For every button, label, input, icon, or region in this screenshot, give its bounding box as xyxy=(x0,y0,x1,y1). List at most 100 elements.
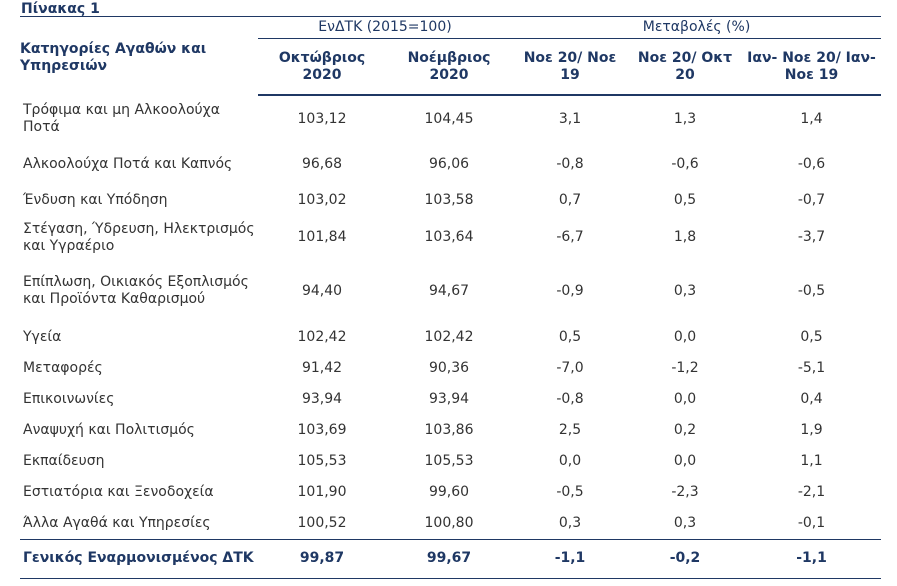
november-value: 90,36 xyxy=(428,360,470,376)
total-yoy-change: -1,1 xyxy=(512,538,628,579)
yoy-change: 2,5 xyxy=(558,422,582,438)
november-value: 99,60 xyxy=(428,484,470,500)
total-november-value: 99,67 xyxy=(386,538,512,579)
november-value: 100,80 xyxy=(424,514,474,531)
yoy-change: -0,8 xyxy=(556,155,584,172)
mom-change: -0,6 xyxy=(671,155,699,172)
mom-change: 0,0 xyxy=(673,453,697,469)
october-value: 93,94 xyxy=(301,391,343,407)
october-value: 102,42 xyxy=(297,329,347,345)
ytd-change: 0,5 xyxy=(800,329,823,345)
november-value: 93,94 xyxy=(428,391,470,407)
table-row: Τρόφιμα και μη Αλκοολούχα Ποτά 103,12 10… xyxy=(20,95,881,143)
yoy-change: -0,9 xyxy=(556,282,584,299)
october-value: 94,40 xyxy=(301,282,343,299)
category-cell: Άλλα Αγαθά και Υπηρεσίες xyxy=(23,514,211,531)
yoy-change: -7,0 xyxy=(556,360,584,376)
october-value: 96,68 xyxy=(301,155,343,172)
yoy-change: 0,0 xyxy=(558,453,582,469)
total-mom-change: -0,2 xyxy=(628,538,742,579)
column-header-november: Νοέμβριος 2020 xyxy=(386,38,512,96)
october-value: 101,90 xyxy=(297,484,347,500)
changes-group-header: Μεταβολές (%) xyxy=(512,16,882,39)
ytd-change: -3,7 xyxy=(797,229,826,245)
mom-change: 0,2 xyxy=(673,422,697,438)
total-row: Γενικός Εναρμονισμένος ΔΤΚ 99,87 99,67 -… xyxy=(20,538,882,579)
october-value: 105,53 xyxy=(297,453,347,469)
ytd-change: 0,4 xyxy=(800,391,823,407)
mom-change: 0,3 xyxy=(673,514,697,531)
yoy-change: 3,1 xyxy=(558,111,582,127)
table-row: Επικοινωνίες 93,94 93,94 -0,8 0,0 0,4 xyxy=(20,384,881,415)
table-row: Εκπαίδευση 105,53 105,53 0,0 0,0 1,1 xyxy=(20,446,881,477)
header-columns-row: Οκτώβριος 2020 Νοέμβριος 2020 Νοε 20/ Νο… xyxy=(20,38,882,96)
november-value: 105,53 xyxy=(424,453,474,469)
table-row: Υγεία 102,42 102,42 0,5 0,0 0,5 xyxy=(20,322,881,353)
category-column-header: Κατηγορίες Αγαθών και Υπηρεσιών xyxy=(20,16,258,95)
category-cell: Μεταφορές xyxy=(23,360,103,376)
november-value: 102,42 xyxy=(424,329,474,345)
mom-change: -1,2 xyxy=(671,360,699,376)
category-cell: Στέγαση, Ύδρευση, Ηλεκτρισμός και Υγραέρ… xyxy=(23,220,255,254)
index-group-header: ΕνΔΤΚ (2015=100) xyxy=(258,16,512,39)
header-group-row: Κατηγορίες Αγαθών και Υπηρεσιών ΕνΔΤΚ (2… xyxy=(20,16,882,95)
ytd-change: -0,5 xyxy=(797,282,826,299)
total-ytd-change: -1,1 xyxy=(742,538,882,579)
ytd-change: 1,9 xyxy=(800,422,823,438)
table-row: Αλκοολούχα Ποτά και Καπνός 96,68 96,06 -… xyxy=(20,143,881,185)
yoy-change: 0,3 xyxy=(558,514,582,531)
mom-change: 0,0 xyxy=(673,391,697,407)
category-cell: Επίπλωση, Οικιακός Εξοπλισμός και Προϊόν… xyxy=(23,274,249,307)
table-row: Στέγαση, Ύδρευση, Ηλεκτρισμός και Υγραέρ… xyxy=(20,215,881,260)
november-value: 96,06 xyxy=(428,155,470,172)
october-value: 103,02 xyxy=(297,191,347,208)
october-value: 91,42 xyxy=(301,360,343,376)
column-header-jan-nov: Ιαν- Νοε 20/ Ιαν- Νοε 19 xyxy=(742,38,882,96)
mom-change: 0,0 xyxy=(673,329,697,345)
mom-change: 0,3 xyxy=(673,282,697,299)
mom-change: 1,8 xyxy=(673,229,697,245)
category-cell: Αλκοολούχα Ποτά και Καπνός xyxy=(23,155,233,172)
yoy-change: 0,7 xyxy=(558,191,582,208)
table-row: Άλλα Αγαθά και Υπηρεσίες 100,52 100,80 0… xyxy=(20,508,881,539)
table-row: Ένδυση και Υπόδηση 103,02 103,58 0,7 0,5… xyxy=(20,185,881,215)
category-cell: Ένδυση και Υπόδηση xyxy=(23,191,168,208)
column-header-nov20-nov19: Νοε 20/ Νοε 19 xyxy=(512,38,628,96)
total-october-value: 99,87 xyxy=(258,538,386,579)
ytd-change: -0,1 xyxy=(797,514,826,531)
category-cell: Επικοινωνίες xyxy=(23,391,115,407)
ytd-change: -0,6 xyxy=(797,155,826,172)
yoy-change: -6,7 xyxy=(556,229,584,245)
yoy-change: 0,5 xyxy=(558,329,582,345)
total-category-cell: Γενικός Εναρμονισμένος ΔΤΚ xyxy=(20,538,258,579)
october-value: 101,84 xyxy=(297,229,347,245)
november-value: 103,64 xyxy=(424,229,474,245)
mom-change: -2,3 xyxy=(671,484,699,500)
november-value: 104,45 xyxy=(424,111,474,127)
november-value: 103,58 xyxy=(424,191,474,208)
yoy-change: -0,8 xyxy=(556,391,584,407)
ytd-change: -0,7 xyxy=(797,191,826,208)
ytd-change: 1,1 xyxy=(800,453,823,469)
november-value: 94,67 xyxy=(428,282,470,299)
column-header-october: Οκτώβριος 2020 xyxy=(258,38,386,96)
category-cell: Εστιατόρια και Ξενοδοχεία xyxy=(23,484,214,500)
table-row: Επίπλωση, Οικιακός Εξοπλισμός και Προϊόν… xyxy=(20,260,881,322)
october-value: 100,52 xyxy=(297,514,347,531)
october-value: 103,69 xyxy=(297,422,347,438)
table-caption: Πίνακας 1 xyxy=(21,1,100,17)
november-value: 103,86 xyxy=(424,422,474,438)
ytd-change: -2,1 xyxy=(797,484,826,500)
ytd-change: -5,1 xyxy=(797,360,826,376)
mom-change: 0,5 xyxy=(673,191,697,208)
table-row: Μεταφορές 91,42 90,36 -7,0 -1,2 -5,1 xyxy=(20,353,881,384)
table-row: Εστιατόρια και Ξενοδοχεία 101,90 99,60 -… xyxy=(20,477,881,508)
category-cell: Αναψυχή και Πολιτισμός xyxy=(23,422,195,438)
ytd-change: 1,4 xyxy=(800,111,823,127)
category-cell: Υγεία xyxy=(23,329,62,345)
hicp-table: Κατηγορίες Αγαθών και Υπηρεσιών ΕνΔΤΚ (2… xyxy=(20,16,882,579)
table-row: Αναψυχή και Πολιτισμός 103,69 103,86 2,5… xyxy=(20,415,881,446)
column-header-nov20-oct20: Νοε 20/ Οκτ 20 xyxy=(628,38,742,96)
mom-change: 1,3 xyxy=(673,111,697,127)
october-value: 103,12 xyxy=(297,111,347,127)
